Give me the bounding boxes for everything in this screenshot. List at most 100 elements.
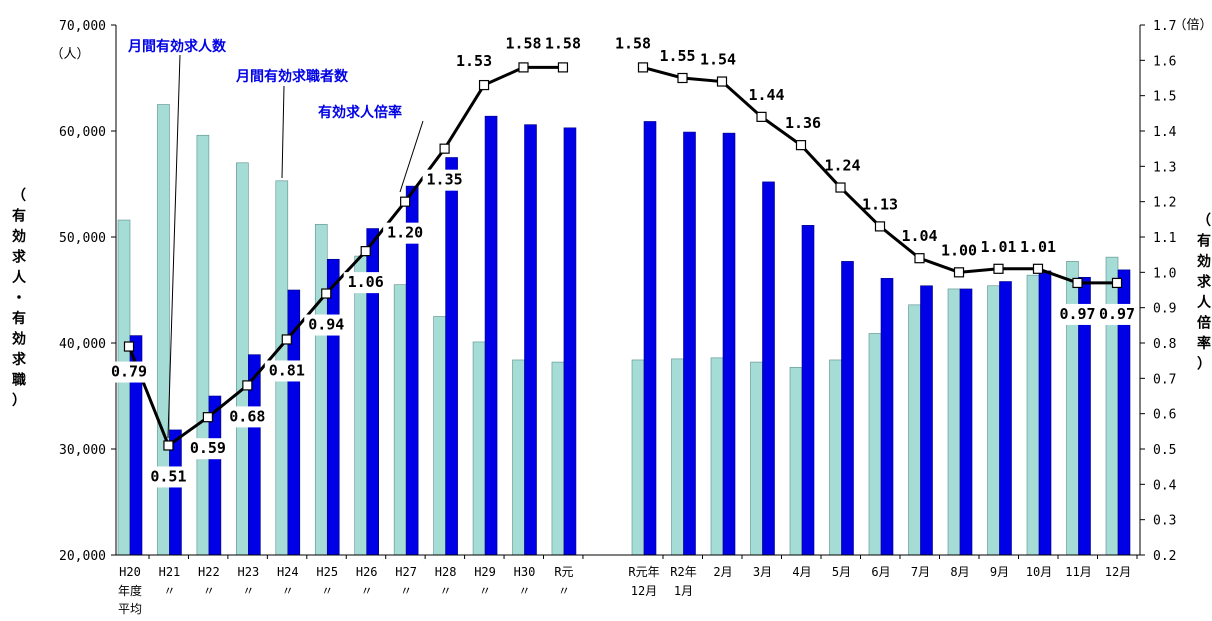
y-unit-label: （人） bbox=[50, 47, 89, 62]
ratio-value-label: 1.00 bbox=[941, 241, 977, 259]
jobs-bar bbox=[762, 181, 775, 556]
y2-tick-label: 0.2 bbox=[1153, 549, 1176, 564]
x-tick-sublabel: 1月 bbox=[674, 584, 693, 598]
ratio-value-label: 1.58 bbox=[615, 34, 651, 52]
x-tick-label: H29 bbox=[474, 565, 496, 579]
jobs-leader-line bbox=[167, 54, 181, 439]
seekers-bar bbox=[354, 255, 368, 556]
seekers-bar bbox=[472, 341, 486, 556]
y2-tick-label: 1.0 bbox=[1153, 266, 1176, 281]
ratio-label-bg bbox=[264, 360, 309, 382]
y-tick-label: 50,000 bbox=[59, 231, 106, 246]
annotation-group: （人）（倍）（有効求人・有効求職）（有効求人倍率）月間有効求人数月間有効求職者数… bbox=[12, 18, 1212, 439]
y2-axis-title-char: 求 bbox=[1197, 274, 1212, 291]
y-axis-title-char: 有 bbox=[12, 310, 26, 327]
x-tick-sublabel: 〃 bbox=[163, 584, 175, 598]
ratio-value-label: 1.20 bbox=[387, 224, 423, 242]
ratio-marker bbox=[1111, 277, 1123, 289]
ratio-value-label: 0.68 bbox=[229, 407, 265, 425]
seekers-bar bbox=[117, 219, 131, 556]
jobs-bar bbox=[841, 261, 854, 556]
y2-axis-title-char: 有 bbox=[1197, 233, 1211, 250]
y-tick-label: 40,000 bbox=[59, 337, 106, 352]
ratio-label-bg bbox=[1055, 303, 1100, 325]
x-tick-label: 2月 bbox=[713, 565, 732, 579]
x-tick-label: 9月 bbox=[990, 565, 1009, 579]
y-tick-label: 30,000 bbox=[59, 443, 106, 458]
x-tick-label: 7月 bbox=[911, 565, 930, 579]
ratio-marker bbox=[321, 288, 332, 299]
ratio-value-label: 0.97 bbox=[1099, 305, 1135, 323]
x-tick-sublabel: 〃 bbox=[440, 584, 452, 598]
jobs-bar bbox=[959, 288, 973, 556]
x-tick-label: 10月 bbox=[1026, 565, 1052, 579]
x-tick-sublabel: 〃 bbox=[282, 584, 294, 598]
ratio-marker bbox=[242, 380, 253, 391]
ratio-marker bbox=[1072, 277, 1083, 289]
seekers-bar bbox=[908, 304, 921, 556]
ratio-value-label: 1.58 bbox=[505, 34, 541, 52]
ratio-value-label: 1.24 bbox=[824, 157, 860, 175]
seekers-bar bbox=[512, 359, 525, 556]
ratio-value-label: 1.01 bbox=[1020, 238, 1056, 256]
seekers-bar bbox=[1026, 274, 1040, 556]
y2-tick-label: 1.5 bbox=[1153, 90, 1176, 105]
ratio-marker bbox=[202, 412, 213, 423]
y2-unit-label: （倍） bbox=[1173, 18, 1212, 33]
x-tick-label: R元年 bbox=[628, 565, 659, 579]
y2-tick-label: 0.8 bbox=[1153, 337, 1176, 352]
seekers-bar bbox=[1105, 256, 1119, 556]
y2-axis-title-char: ） bbox=[1197, 357, 1211, 373]
ratio-label-bg bbox=[185, 438, 230, 460]
seekers-bar bbox=[196, 134, 210, 556]
bars-group bbox=[117, 104, 1131, 556]
ratio-value-label: 1.55 bbox=[659, 47, 695, 65]
x-tick-label: 5月 bbox=[832, 565, 851, 579]
y2-axis-title-char: （ bbox=[1197, 213, 1211, 229]
ratio-marker bbox=[1032, 263, 1044, 274]
ratio-value-label: 1.01 bbox=[980, 238, 1016, 256]
jobs-bar bbox=[484, 115, 498, 556]
ratio-value-label: 1.58 bbox=[545, 34, 581, 52]
y2-axis-title-char: 率 bbox=[1197, 335, 1211, 352]
ratio-label-bg bbox=[146, 466, 191, 488]
x-tick-sublabel: 〃 bbox=[400, 584, 412, 598]
ratio-annotation: 有効求人倍率 bbox=[318, 104, 402, 121]
jobs-bar bbox=[524, 124, 537, 556]
seekers-bar bbox=[947, 288, 961, 556]
jobs-bar bbox=[880, 278, 894, 556]
ratio-marker bbox=[163, 440, 174, 451]
jobs-bar bbox=[1038, 270, 1052, 556]
seekers-bar bbox=[750, 361, 763, 556]
ratio-value-label: 1.06 bbox=[348, 273, 384, 291]
ratio-value-label: 1.54 bbox=[700, 51, 736, 69]
x-tick-label: 11月 bbox=[1065, 565, 1091, 579]
y-axis-title-char: ・ bbox=[12, 291, 26, 307]
ratio-label-bg bbox=[422, 169, 467, 191]
value-labels-group: 0.79 0.510.590.68 0.81 0.94 1.06 1.20 1.35 1.53… bbox=[107, 34, 1139, 488]
x-tick-label: 6月 bbox=[871, 565, 890, 579]
ratio-value-label: 1.35 bbox=[427, 171, 463, 189]
y-axis-title-char: （ bbox=[12, 188, 26, 204]
y2-tick-label: 0.6 bbox=[1153, 408, 1176, 423]
ratio-value-label: 1.44 bbox=[748, 86, 784, 104]
y-axis-title-char: 求 bbox=[12, 249, 27, 266]
y-axis-title-char: 効 bbox=[12, 331, 26, 348]
ratio-value-label: 1.36 bbox=[785, 114, 821, 132]
y2-axis-title-char: 倍 bbox=[1197, 315, 1211, 332]
y-tick-label: 70,000 bbox=[59, 19, 106, 34]
x-tick-label: H30 bbox=[514, 565, 536, 579]
jobs-bar bbox=[801, 225, 815, 556]
x-tick-sublabel: 〃 bbox=[203, 584, 215, 598]
ratio-marker bbox=[360, 246, 371, 257]
y2-axis-title-char: 人 bbox=[1197, 294, 1212, 311]
y2-tick-label: 0.5 bbox=[1153, 443, 1176, 458]
x-tick-label: R元 bbox=[554, 565, 573, 579]
ratio-label-bg bbox=[304, 314, 349, 336]
ratio-label-bg bbox=[343, 272, 388, 294]
seekers-bar bbox=[987, 285, 1000, 556]
x-tick-label: H27 bbox=[395, 565, 417, 579]
y-tick-label: 20,000 bbox=[59, 549, 106, 564]
seekers-bar bbox=[868, 333, 882, 556]
ratio-label-bg bbox=[107, 361, 151, 383]
